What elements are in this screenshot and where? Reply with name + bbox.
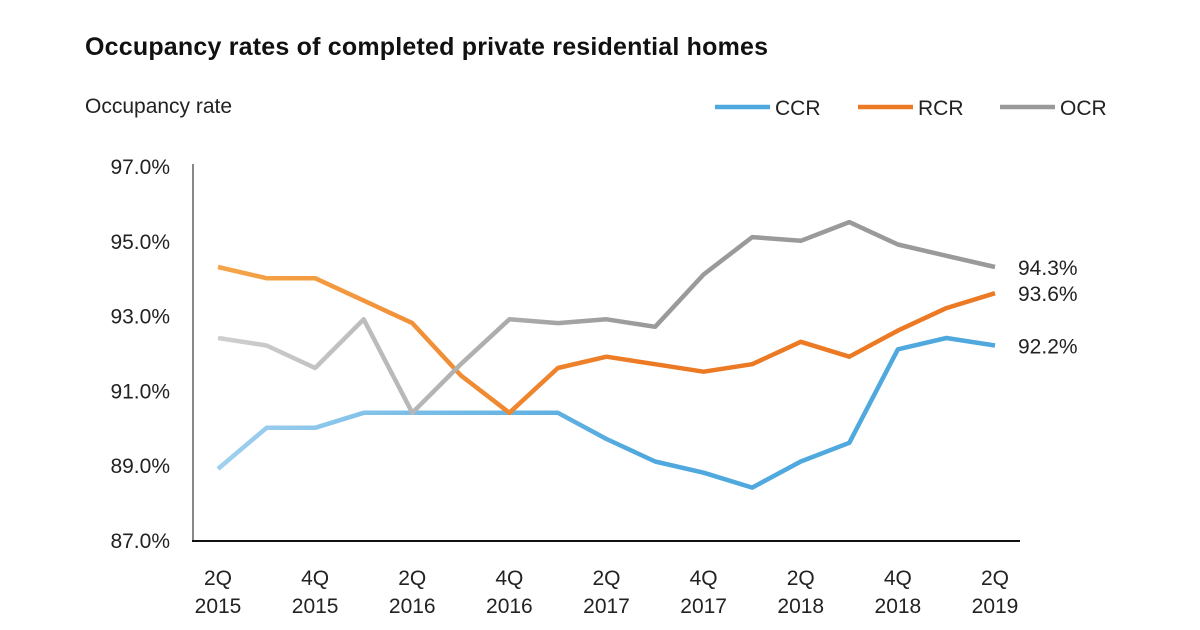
x-tick-label: 4Q <box>301 567 329 590</box>
data-point-ocr <box>944 254 948 258</box>
x-tick-label: 2Q <box>398 567 426 590</box>
data-point-rcr <box>701 370 705 374</box>
legend-label-ccr: CCR <box>775 97 821 120</box>
x-tick-label: 2019 <box>972 595 1019 618</box>
data-point-ocr <box>604 317 608 321</box>
y-axis-label: Occupancy rate <box>85 95 233 118</box>
y-tick-label: 97.0% <box>110 156 170 179</box>
data-point-ccr <box>701 470 705 474</box>
data-point-ccr <box>944 336 948 340</box>
end-label-ocr: 94.3% <box>1018 257 1078 280</box>
data-point-rcr <box>847 355 851 359</box>
y-tick-label: 93.0% <box>110 306 170 329</box>
data-point-ccr <box>993 343 997 347</box>
data-point-ocr <box>459 362 463 366</box>
data-point-ccr <box>556 411 560 415</box>
data-point-rcr <box>459 373 463 377</box>
data-point-ocr <box>507 317 511 321</box>
data-point-rcr <box>993 291 997 295</box>
series-line-rcr <box>217 264 996 416</box>
data-point-ocr <box>313 366 317 370</box>
data-point-rcr <box>410 321 414 325</box>
data-point-ocr <box>361 317 365 321</box>
x-tick-label: 2Q <box>204 567 232 590</box>
data-point-ocr <box>750 235 754 239</box>
data-point-ccr <box>750 485 754 489</box>
x-tick-label: 2016 <box>389 595 436 618</box>
x-tick-label: 2017 <box>583 595 630 618</box>
data-point-ocr <box>264 343 268 347</box>
data-point-ocr <box>653 325 657 329</box>
series-line-ccr <box>216 335 996 490</box>
x-tick-label: 2017 <box>680 595 727 618</box>
end-label-rcr: 93.6% <box>1018 283 1078 306</box>
data-point-rcr <box>750 362 754 366</box>
data-point-ocr <box>847 220 851 224</box>
end-label-ccr: 92.2% <box>1018 336 1078 359</box>
data-point-rcr <box>216 265 220 269</box>
data-point-ocr <box>216 336 220 340</box>
data-point-rcr <box>361 298 365 302</box>
y-tick-label: 87.0% <box>110 530 170 553</box>
data-point-ocr <box>799 239 803 243</box>
data-point-rcr <box>799 340 803 344</box>
data-point-rcr <box>604 355 608 359</box>
x-tick-label: 2016 <box>486 595 533 618</box>
data-point-ccr <box>459 411 463 415</box>
data-point-rcr <box>507 411 511 415</box>
data-point-ocr <box>556 321 560 325</box>
data-point-ccr <box>361 411 365 415</box>
x-tick-label: 4Q <box>690 567 718 590</box>
y-tick-label: 91.0% <box>110 380 170 403</box>
y-tick-label: 89.0% <box>110 455 170 478</box>
data-point-ccr <box>896 347 900 351</box>
data-point-ccr <box>604 437 608 441</box>
data-point-ocr <box>701 272 705 276</box>
x-tick-label: 4Q <box>884 567 912 590</box>
x-tick-label: 2Q <box>787 567 815 590</box>
data-point-ccr <box>313 426 317 430</box>
legend-label-ocr: OCR <box>1060 97 1107 120</box>
data-point-ccr <box>264 426 268 430</box>
x-tick-label: 4Q <box>495 567 523 590</box>
data-point-rcr <box>313 276 317 280</box>
series-line-ocr <box>217 219 996 416</box>
chart-title: Occupancy rates of completed private res… <box>85 33 769 61</box>
data-point-ccr <box>216 467 220 471</box>
data-point-ocr <box>896 242 900 246</box>
data-point-rcr <box>556 366 560 370</box>
data-point-ocr <box>410 411 414 415</box>
x-tick-label: 2Q <box>981 567 1009 590</box>
data-point-ccr <box>799 459 803 463</box>
data-point-ocr <box>993 265 997 269</box>
legend-label-rcr: RCR <box>918 97 964 120</box>
data-point-rcr <box>264 276 268 280</box>
data-point-rcr <box>944 306 948 310</box>
data-point-ccr <box>653 459 657 463</box>
data-point-rcr <box>896 328 900 332</box>
x-tick-label: 2015 <box>195 595 242 618</box>
x-tick-label: 2018 <box>777 595 824 618</box>
x-tick-label: 2018 <box>875 595 922 618</box>
data-point-rcr <box>653 362 657 366</box>
x-tick-label: 2015 <box>292 595 339 618</box>
y-tick-label: 95.0% <box>110 231 170 254</box>
data-point-ccr <box>847 441 851 445</box>
x-tick-label: 2Q <box>592 567 620 590</box>
